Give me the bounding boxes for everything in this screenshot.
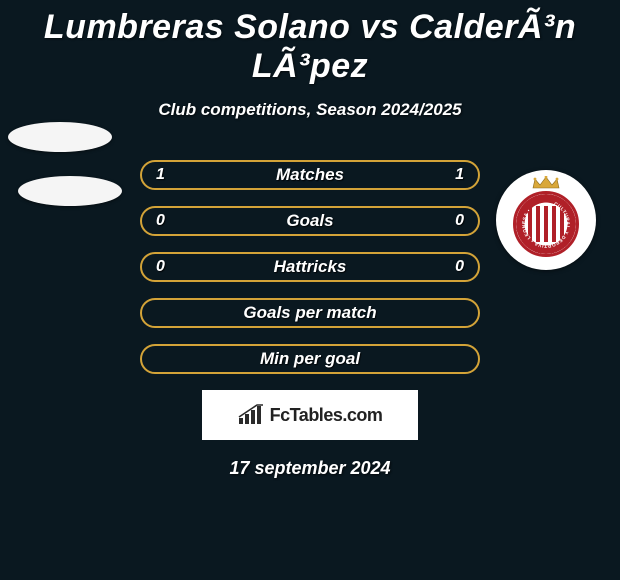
stat-label: Min per goal <box>142 349 478 369</box>
stat-bar: 0Goals0 <box>140 206 480 236</box>
fctables-logo-icon <box>238 404 264 426</box>
comparison-bars: CULTURAL Y DEPORTIVA • LEONESA • 1Matche… <box>0 160 620 374</box>
stat-right-value: 1 <box>455 166 464 184</box>
stat-bar: 0Hattricks0 <box>140 252 480 282</box>
club-logo-icon: CULTURAL Y DEPORTIVA • LEONESA • <box>496 170 596 270</box>
stat-label: Matches <box>142 165 478 185</box>
player2-club-badge: CULTURAL Y DEPORTIVA • LEONESA • <box>496 170 600 270</box>
stat-right-value: 0 <box>455 212 464 230</box>
stat-label: Goals <box>142 211 478 231</box>
crest-icon: CULTURAL Y DEPORTIVA • LEONESA • <box>513 191 579 257</box>
svg-text:CULTURAL Y DEPORTIVA • LEONESA: CULTURAL Y DEPORTIVA • LEONESA • <box>521 201 570 248</box>
stat-bar: Goals per match <box>140 298 480 328</box>
player1-badge-top <box>8 122 112 152</box>
crown-icon <box>531 176 561 190</box>
stat-label: Goals per match <box>142 303 478 323</box>
brand-text: FcTables.com <box>270 405 383 426</box>
subtitle: Club competitions, Season 2024/2025 <box>0 100 620 120</box>
ellipse-icon <box>18 176 122 206</box>
stat-bar: 1Matches1 <box>140 160 480 190</box>
stat-bar: Min per goal <box>140 344 480 374</box>
player1-badge-bottom <box>18 176 122 206</box>
brand-box: FcTables.com <box>202 390 418 440</box>
page-title: Lumbreras Solano vs CalderÃ³n LÃ³pez <box>0 0 620 86</box>
stat-right-value: 0 <box>455 258 464 276</box>
date-text: 17 september 2024 <box>0 458 620 479</box>
ellipse-icon <box>8 122 112 152</box>
stat-label: Hattricks <box>142 257 478 277</box>
